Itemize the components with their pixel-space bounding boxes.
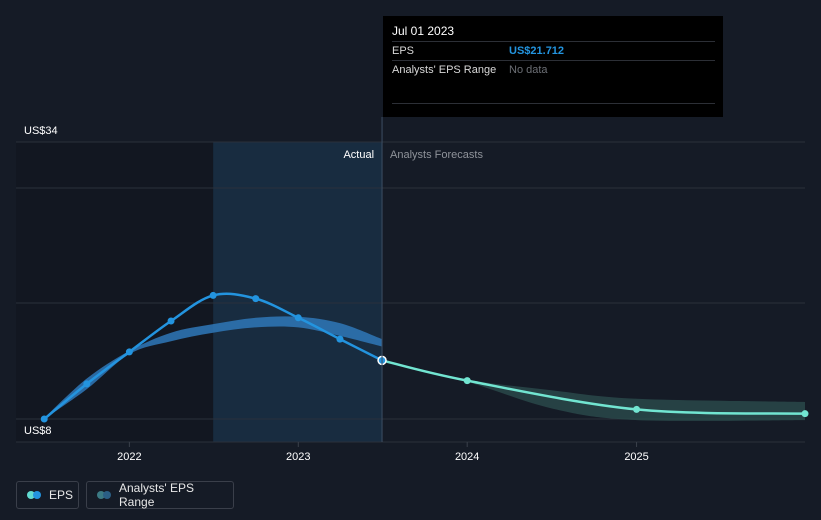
x-tick-label: 2023 [286, 451, 310, 463]
eps-point[interactable] [252, 295, 260, 303]
legend-eps-label: EPS [49, 488, 74, 502]
tooltip-row-eps: EPS US$21.712 [392, 41, 715, 60]
range-swatch-icon [97, 491, 111, 499]
x-tick-label: 2024 [455, 451, 479, 463]
eps-point[interactable] [209, 291, 217, 299]
eps-point[interactable] [294, 314, 302, 322]
forecast-label: Analysts Forecasts [390, 149, 483, 161]
legend-eps[interactable]: EPS [16, 481, 79, 509]
tooltip-row-range: Analysts' EPS Range No data [392, 60, 715, 79]
legend-range-label: Analysts' EPS Range [119, 481, 194, 509]
eps-point[interactable] [463, 377, 471, 385]
x-tick-label: 2025 [624, 451, 648, 463]
tooltip-value: No data [509, 64, 548, 76]
eps-swatch-icon [27, 491, 41, 499]
eps-point[interactable] [336, 335, 344, 343]
eps-point[interactable] [633, 405, 641, 413]
past-shade [16, 142, 214, 442]
eps-range-area [44, 316, 383, 419]
eps-point[interactable] [83, 380, 91, 388]
eps-point[interactable] [125, 348, 133, 356]
x-tick-label: 2022 [117, 451, 141, 463]
tooltip-divider [392, 103, 715, 104]
eps-point[interactable] [167, 317, 175, 325]
legend-range[interactable]: Analysts' EPS Range [86, 481, 234, 509]
tooltip-value: US$21.712 [509, 45, 565, 57]
tooltip: Jul 01 2023 EPS US$21.712 Analysts' EPS … [383, 16, 723, 117]
tooltip-label: EPS [392, 45, 415, 57]
eps-point[interactable] [801, 410, 809, 418]
tooltip-date: Jul 01 2023 [392, 24, 455, 38]
eps-point[interactable] [40, 415, 48, 423]
highlight-band [213, 142, 383, 442]
actual-label: Actual [343, 149, 374, 161]
eps-range-area [382, 360, 805, 421]
tooltip-label: Analysts' EPS Range [392, 64, 497, 76]
eps-forecast-line [381, 359, 806, 415]
y-axis-bottom-label: US$8 [24, 425, 52, 437]
y-axis-top-label: US$34 [24, 125, 58, 137]
